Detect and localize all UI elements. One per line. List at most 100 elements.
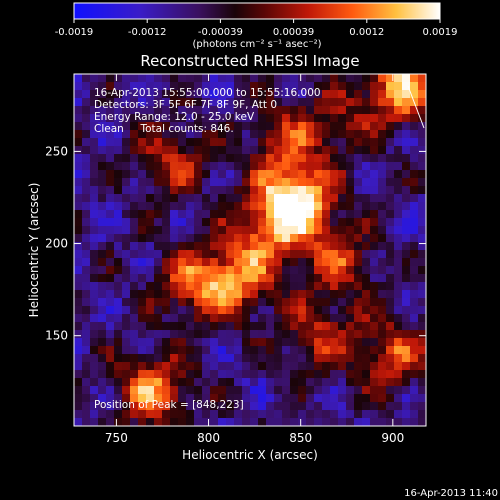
heatmap-cell [354,298,362,306]
heatmap-cell [282,210,290,218]
heatmap-cell [354,282,362,290]
heatmap-cell [250,242,258,250]
heatmap-cell [162,82,170,90]
heatmap-cell [386,306,394,314]
heatmap-cell [242,138,250,146]
heatmap-cell [354,394,362,402]
heatmap-cell [170,314,178,322]
heatmap-cell [218,370,226,378]
heatmap-cell [210,186,218,194]
heatmap-cell [346,402,354,410]
heatmap-cell [106,402,114,410]
heatmap-cell [250,370,258,378]
heatmap-cell [290,298,298,306]
heatmap-cell [98,306,106,314]
heatmap-cell [130,170,138,178]
heatmap-cell [290,98,298,106]
heatmap-cell [314,338,322,346]
heatmap-cell [210,314,218,322]
heatmap-cell [418,234,426,242]
heatmap-cell [138,354,146,362]
heatmap-cell [130,114,138,122]
heatmap-cell [178,242,186,250]
heatmap-cell [330,298,338,306]
heatmap-cell [306,298,314,306]
heatmap-cell [74,170,82,178]
heatmap-cell [258,114,266,122]
heatmap-cell [122,258,130,266]
heatmap-cell [114,338,122,346]
heatmap-cell [386,314,394,322]
heatmap-cell [170,418,178,426]
heatmap-cell [290,194,298,202]
heatmap-cell [402,154,410,162]
heatmap-cell [410,202,418,210]
heatmap-cell [210,330,218,338]
heatmap-cell [306,186,314,194]
heatmap-cell [162,402,170,410]
heatmap-cell [82,186,90,194]
heatmap-cell [346,202,354,210]
heatmap-cell [306,322,314,330]
heatmap-cell [162,226,170,234]
heatmap-cell [282,370,290,378]
heatmap-cell [114,402,122,410]
heatmap-cell [210,394,218,402]
heatmap-cell [226,314,234,322]
heatmap-cell [178,146,186,154]
heatmap-cell [322,90,330,98]
heatmap-cell [98,386,106,394]
heatmap-cell [290,218,298,226]
heatmap-cell [218,122,226,130]
heatmap-cell [146,234,154,242]
heatmap-cell [338,362,346,370]
heatmap-cell [274,242,282,250]
heatmap-cell [250,282,258,290]
heatmap-cell [146,218,154,226]
heatmap-cell [362,98,370,106]
heatmap-cell [298,394,306,402]
heatmap-cell [418,90,426,98]
heatmap-cell [202,250,210,258]
heatmap-cell [178,378,186,386]
heatmap-cell [194,418,202,426]
heatmap-cell [226,194,234,202]
heatmap-cell [282,346,290,354]
heatmap-cell [330,146,338,154]
heatmap-cell [194,226,202,234]
heatmap-cell [290,90,298,98]
heatmap-cell [226,122,234,130]
heatmap-cell [306,178,314,186]
heatmap-cell [362,194,370,202]
heatmap-cell [186,266,194,274]
heatmap-cell [82,298,90,306]
heatmap-cell [338,322,346,330]
heatmap-cell [122,370,130,378]
heatmap-cell [90,394,98,402]
heatmap-cell [122,354,130,362]
heatmap-cell [258,98,266,106]
heatmap-cell [138,74,146,82]
heatmap-cell [90,290,98,298]
heatmap-cell [250,258,258,266]
heatmap-cell [410,266,418,274]
heatmap-cell [370,346,378,354]
heatmap-cell [218,306,226,314]
heatmap-cell [154,290,162,298]
heatmap-cell [274,346,282,354]
heatmap-cell [154,74,162,82]
heatmap-cell [362,410,370,418]
heatmap-cell [378,250,386,258]
heatmap-cell [362,362,370,370]
heatmap-cell [338,354,346,362]
heatmap-cell [186,178,194,186]
heatmap-cell [314,258,322,266]
heatmap-cell [170,138,178,146]
heatmap-cell [418,362,426,370]
heatmap-cell [394,386,402,394]
heatmap-cell [346,82,354,90]
heatmap-cell [146,122,154,130]
heatmap-cell [378,226,386,234]
heatmap-cell [282,234,290,242]
